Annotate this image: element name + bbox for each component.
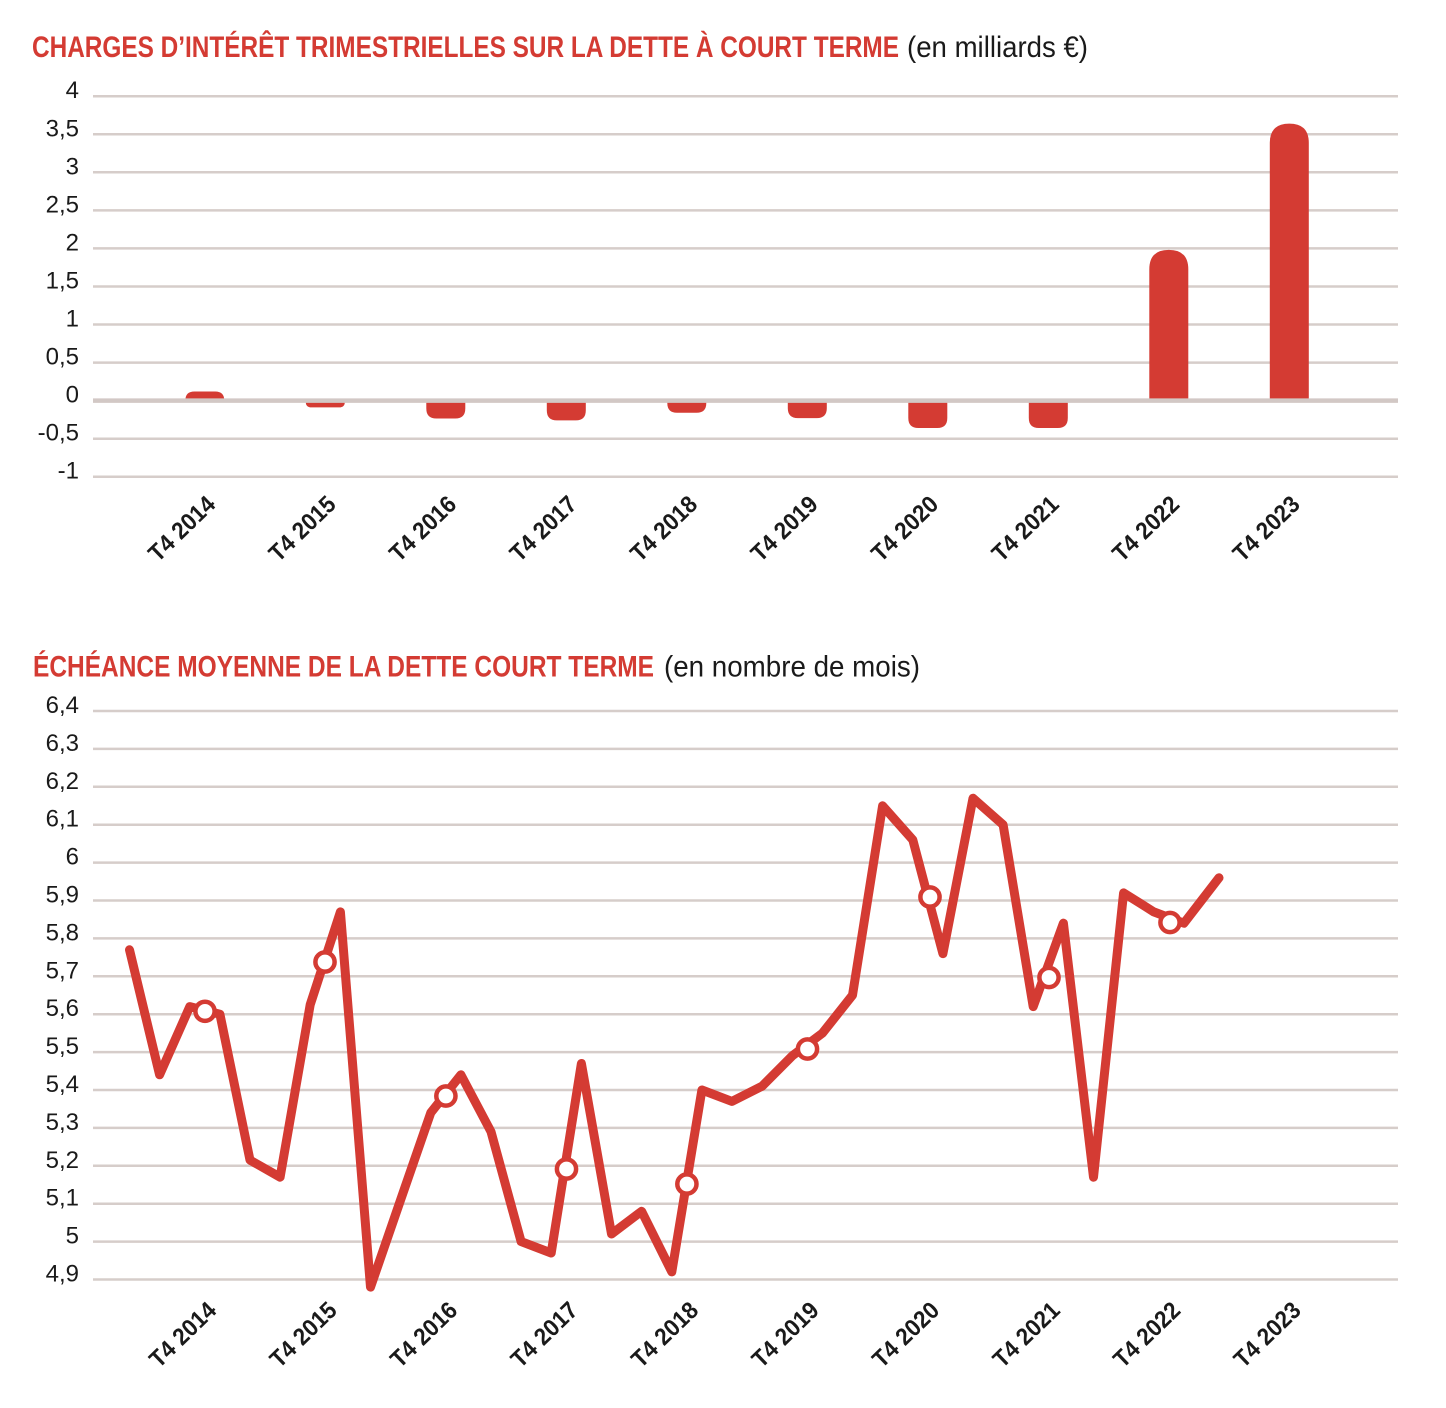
svg-text:4,9: 4,9	[46, 1261, 79, 1288]
svg-text:4: 4	[66, 77, 79, 104]
svg-text:5: 5	[66, 1223, 79, 1250]
svg-text:6,1: 6,1	[46, 806, 79, 833]
svg-text:5,6: 5,6	[46, 995, 79, 1022]
svg-text:3: 3	[66, 153, 79, 180]
svg-text:(en milliards €): (en milliards €)	[907, 31, 1088, 64]
svg-text:5,3: 5,3	[46, 1109, 79, 1136]
svg-text:1: 1	[66, 306, 79, 333]
svg-text:5,4: 5,4	[46, 1071, 79, 1098]
svg-text:5,2: 5,2	[46, 1147, 79, 1174]
svg-text:2,5: 2,5	[46, 191, 79, 218]
svg-text:6,2: 6,2	[46, 768, 79, 795]
svg-text:ÉCHÉANCE MOYENNE DE LA DETTE C: ÉCHÉANCE MOYENNE DE LA DETTE COURT TERME	[33, 650, 654, 684]
svg-text:5,1: 5,1	[46, 1185, 79, 1212]
svg-text:6: 6	[66, 844, 79, 871]
svg-text:CHARGES D’INTÉRÊT TRIMESTRIELL: CHARGES D’INTÉRÊT TRIMESTRIELLES SUR LA …	[32, 30, 899, 64]
svg-text:3,5: 3,5	[46, 115, 79, 142]
svg-text:6,4: 6,4	[46, 692, 79, 719]
svg-text:0,5: 0,5	[46, 344, 79, 371]
svg-text:-0,5: -0,5	[38, 420, 79, 447]
svg-text:(en nombre de mois): (en nombre de mois)	[664, 651, 920, 684]
svg-text:2: 2	[66, 229, 79, 256]
svg-text:5,9: 5,9	[46, 882, 79, 909]
svg-text:1,5: 1,5	[46, 268, 79, 295]
svg-text:5,5: 5,5	[46, 1033, 79, 1060]
svg-text:6,3: 6,3	[46, 730, 79, 757]
svg-text:5,7: 5,7	[46, 957, 79, 984]
svg-text:5,8: 5,8	[46, 919, 79, 946]
svg-text:0: 0	[66, 382, 79, 409]
svg-text:-1: -1	[58, 458, 79, 485]
